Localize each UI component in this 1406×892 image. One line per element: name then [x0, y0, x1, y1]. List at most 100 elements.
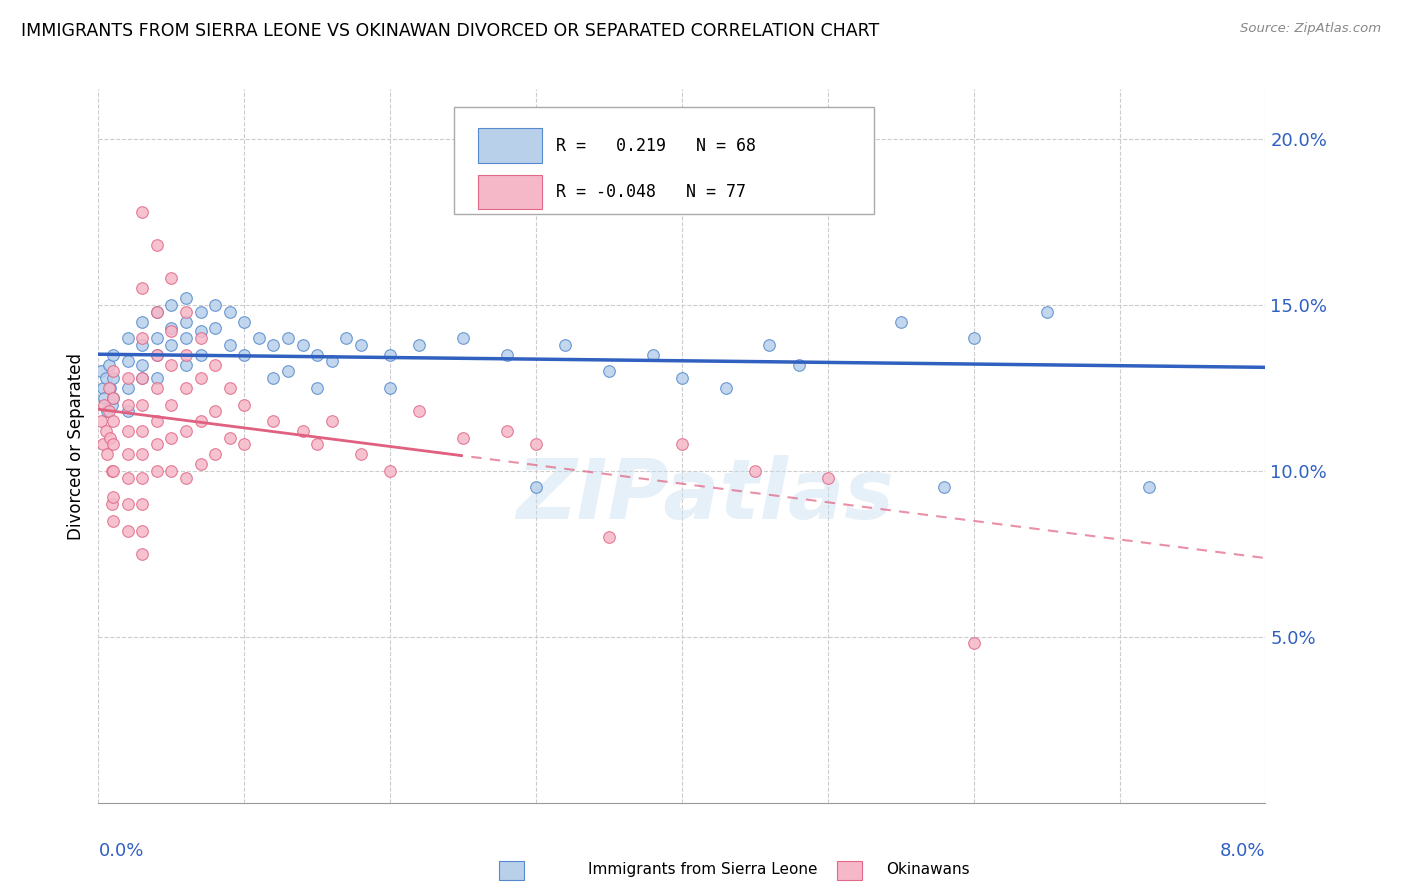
Point [131, 281, 153, 295]
Point [131, 358, 153, 372]
Point [714, 381, 737, 395]
Text: R =   0.219   N = 68: R = 0.219 N = 68 [555, 136, 756, 154]
Point [598, 530, 620, 544]
Point [307, 348, 329, 362]
Point [787, 358, 810, 372]
Point [97, 404, 120, 418]
Point [380, 381, 402, 395]
Point [117, 497, 139, 511]
Point [671, 371, 693, 385]
Point [146, 464, 169, 478]
Point [262, 414, 284, 428]
Point [131, 314, 153, 328]
Point [160, 298, 183, 312]
Point [204, 321, 226, 335]
Point [190, 325, 212, 339]
Point [174, 358, 197, 372]
Point [174, 331, 197, 345]
Point [262, 338, 284, 352]
Text: 0.0%: 0.0% [98, 842, 143, 860]
Point [101, 437, 124, 451]
Text: R = -0.048   N = 77: R = -0.048 N = 77 [555, 183, 745, 201]
Point [277, 364, 299, 378]
Point [291, 338, 314, 352]
Point [97, 358, 120, 372]
Point [131, 371, 153, 385]
Point [117, 354, 139, 368]
Point [101, 514, 124, 528]
Point [524, 437, 547, 451]
Point [408, 404, 430, 418]
Point [817, 470, 839, 484]
Point [845, 165, 868, 179]
Point [335, 331, 357, 345]
Bar [478, 128, 541, 162]
Point [131, 447, 153, 461]
Point [174, 470, 197, 484]
Text: IMMIGRANTS FROM SIERRA LEONE VS OKINAWAN DIVORCED OR SEPARATED CORRELATION CHART: IMMIGRANTS FROM SIERRA LEONE VS OKINAWAN… [21, 22, 879, 40]
FancyBboxPatch shape [454, 107, 875, 214]
Point [160, 321, 183, 335]
Point [233, 348, 256, 362]
Point [350, 338, 373, 352]
Point [146, 331, 169, 345]
Point [117, 470, 139, 484]
Point [890, 314, 912, 328]
Point [744, 464, 766, 478]
Y-axis label: Divorced or Separated: Divorced or Separated [67, 352, 86, 540]
Point [190, 371, 212, 385]
Point [131, 331, 153, 345]
Bar [478, 175, 541, 209]
Point [117, 371, 139, 385]
Point [94, 371, 117, 385]
Point [91, 437, 114, 451]
Point [204, 447, 226, 461]
Point [131, 497, 153, 511]
Point [117, 424, 139, 438]
Point [934, 481, 956, 495]
Point [524, 481, 547, 495]
Point [93, 397, 115, 411]
Text: ZIPatlas: ZIPatlas [516, 456, 894, 536]
Point [190, 304, 212, 318]
Point [101, 371, 124, 385]
Point [598, 364, 620, 378]
Point [321, 354, 343, 368]
Point [962, 636, 984, 650]
Point [190, 331, 212, 345]
Point [758, 338, 780, 352]
Point [100, 464, 122, 478]
Point [146, 348, 169, 362]
Point [160, 358, 183, 372]
Point [146, 414, 169, 428]
Point [380, 348, 402, 362]
Point [262, 371, 284, 385]
Point [146, 371, 169, 385]
Point [160, 431, 183, 445]
Point [100, 497, 122, 511]
Point [131, 338, 153, 352]
Text: Immigrants from Sierra Leone: Immigrants from Sierra Leone [588, 863, 818, 877]
Point [204, 404, 226, 418]
Point [451, 331, 474, 345]
Point [190, 414, 212, 428]
Point [101, 391, 124, 405]
Point [160, 397, 183, 411]
Point [131, 424, 153, 438]
Point [233, 437, 256, 451]
Point [91, 381, 114, 395]
Point [93, 391, 115, 405]
Point [101, 391, 124, 405]
Point [408, 338, 430, 352]
Point [380, 464, 402, 478]
Point [146, 437, 169, 451]
Text: 8.0%: 8.0% [1220, 842, 1265, 860]
Point [1035, 304, 1057, 318]
Point [160, 464, 183, 478]
Point [218, 304, 240, 318]
Point [204, 358, 226, 372]
Point [190, 348, 212, 362]
Text: Source: ZipAtlas.com: Source: ZipAtlas.com [1240, 22, 1381, 36]
Point [146, 381, 169, 395]
Point [98, 431, 121, 445]
